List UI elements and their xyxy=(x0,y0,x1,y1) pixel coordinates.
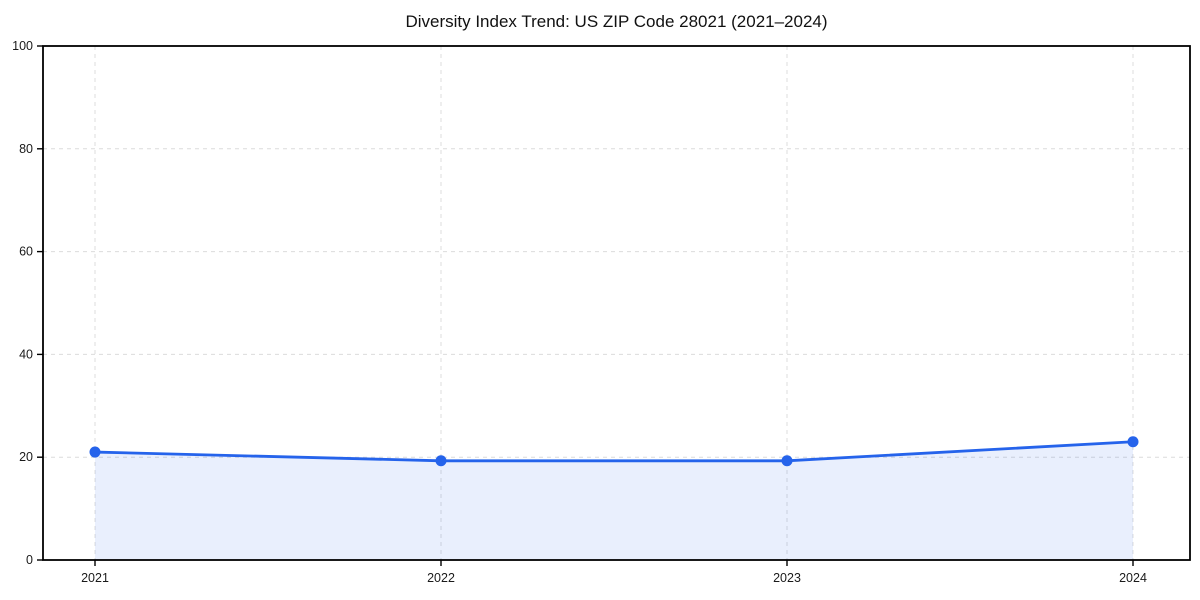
data-point xyxy=(1127,436,1139,448)
y-tick-label: 80 xyxy=(19,142,33,156)
plot-frame xyxy=(42,45,1191,561)
chart-title: Diversity Index Trend: US ZIP Code 28021… xyxy=(405,12,828,31)
x-tick-label: 2022 xyxy=(427,571,455,585)
x-tick-label: 2021 xyxy=(81,571,109,585)
data-point xyxy=(89,446,101,458)
data-point xyxy=(435,455,447,467)
y-tick-label: 60 xyxy=(19,245,33,259)
area-fill xyxy=(95,441,1133,560)
series-line xyxy=(93,440,1135,463)
y-tick-label: 20 xyxy=(19,450,33,464)
y-tick-label: 40 xyxy=(19,347,33,361)
x-tick-label: 2024 xyxy=(1119,571,1147,585)
y-tick-label: 0 xyxy=(26,553,33,567)
y-tick-label: 100 xyxy=(12,39,33,53)
x-tick-label: 2023 xyxy=(773,571,801,585)
data-point xyxy=(781,455,793,467)
